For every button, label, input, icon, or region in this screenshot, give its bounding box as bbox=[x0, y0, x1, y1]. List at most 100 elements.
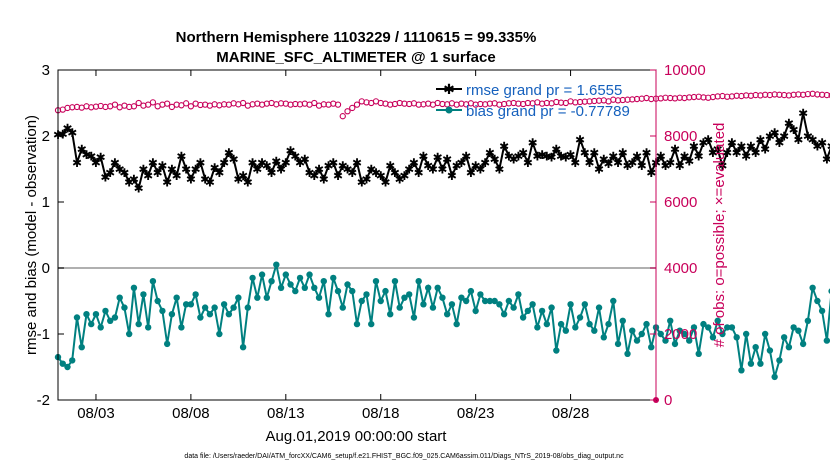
data-point bbox=[273, 261, 280, 268]
data-point: ✱ bbox=[494, 163, 504, 177]
data-point: ✱ bbox=[499, 139, 509, 153]
data-point: ✱ bbox=[736, 139, 746, 153]
data-point: ✱ bbox=[62, 122, 72, 136]
chart-title-line2: MARINE_SFC_ALTIMETER @ 1 surface bbox=[216, 49, 495, 66]
data-point bbox=[292, 287, 299, 295]
data-point: ✱ bbox=[627, 156, 637, 170]
data-point: ✱ bbox=[599, 153, 609, 167]
data-point bbox=[311, 99, 318, 107]
data-point: ✱ bbox=[191, 163, 201, 177]
data-point bbox=[700, 320, 707, 328]
y-axis-label-left: rmse and bias (model - observation) bbox=[23, 115, 40, 355]
data-point: ✱ bbox=[774, 136, 784, 150]
data-point: ✱ bbox=[613, 156, 623, 170]
data-point bbox=[97, 324, 104, 331]
data-point: ✱ bbox=[162, 176, 172, 190]
data-point bbox=[182, 100, 190, 107]
data-point: ✱ bbox=[238, 169, 248, 183]
data-point bbox=[239, 99, 247, 107]
data-point bbox=[349, 104, 356, 112]
data-point bbox=[358, 297, 365, 305]
data-point bbox=[709, 334, 717, 341]
data-point: ✱ bbox=[262, 159, 272, 173]
data-point: ✱ bbox=[105, 166, 115, 180]
chart-title-line1: Northern Hemisphere 1103229 / 1110615 = … bbox=[176, 29, 537, 46]
data-point: ✱ bbox=[91, 156, 101, 170]
data-point bbox=[766, 347, 774, 354]
data-point bbox=[163, 340, 171, 348]
data-point bbox=[633, 337, 641, 344]
data-point: ✱ bbox=[119, 166, 129, 180]
data-point bbox=[448, 301, 456, 308]
y-tick-label-right: 10000 bbox=[664, 62, 706, 79]
data-point: ✱ bbox=[248, 156, 258, 170]
data-point bbox=[244, 304, 252, 311]
data-point bbox=[429, 304, 437, 311]
data-point: ✱ bbox=[741, 149, 751, 163]
data-point: ✱ bbox=[447, 169, 457, 183]
data-point: ✱ bbox=[96, 151, 106, 165]
data-point: ✱ bbox=[660, 159, 670, 173]
data-point bbox=[325, 311, 332, 318]
data-point bbox=[201, 304, 209, 311]
data-point bbox=[681, 330, 688, 338]
data-point: ✱ bbox=[276, 163, 286, 177]
data-point: ✱ bbox=[812, 139, 822, 153]
y-tick-label-left: 3 bbox=[42, 62, 50, 79]
data-point bbox=[467, 287, 475, 295]
data-point bbox=[500, 311, 508, 318]
data-point bbox=[728, 324, 736, 331]
data-point: ✱ bbox=[817, 136, 827, 150]
data-point: ✱ bbox=[300, 153, 310, 167]
data-point: ✱ bbox=[195, 156, 205, 170]
series-2 bbox=[54, 90, 830, 120]
data-point bbox=[761, 330, 769, 338]
data-point bbox=[330, 274, 337, 282]
data-point: ✱ bbox=[390, 166, 400, 180]
data-point: ✱ bbox=[722, 146, 732, 160]
data-point bbox=[140, 291, 147, 298]
data-point: ✱ bbox=[290, 149, 300, 163]
data-point: ✱ bbox=[86, 149, 96, 163]
data-point: ✱ bbox=[570, 156, 580, 170]
data-point bbox=[164, 100, 171, 107]
data-point bbox=[182, 301, 190, 308]
x-tick-label: 08/03 bbox=[77, 405, 115, 422]
data-point bbox=[59, 360, 66, 367]
series-line bbox=[57, 112, 830, 191]
data-point: ✱ bbox=[585, 156, 595, 170]
data-point bbox=[64, 363, 71, 371]
data-point: ✱ bbox=[67, 126, 77, 140]
data-point bbox=[510, 304, 517, 311]
data-point: ✱ bbox=[551, 143, 561, 157]
data-point bbox=[534, 324, 541, 331]
data-point: ✱ bbox=[547, 151, 557, 165]
data-point: ✱ bbox=[138, 163, 148, 177]
data-point: ✱ bbox=[271, 155, 281, 169]
data-point: ✱ bbox=[371, 166, 381, 180]
legend-rmse-label: rmse grand pr = 1.6555 bbox=[466, 82, 622, 99]
data-point: ✱ bbox=[528, 136, 538, 150]
data-point bbox=[562, 327, 570, 334]
data-point bbox=[121, 304, 128, 311]
data-point: ✱ bbox=[789, 123, 799, 137]
data-point bbox=[818, 307, 826, 315]
data-point bbox=[624, 350, 631, 357]
y-tick-label-left: 0 bbox=[42, 260, 50, 277]
data-point bbox=[752, 344, 759, 351]
data-point: ✱ bbox=[205, 176, 215, 190]
data-point: ✱ bbox=[100, 170, 110, 184]
data-point: ✱ bbox=[689, 139, 699, 153]
data-point bbox=[719, 330, 726, 338]
data-point bbox=[311, 284, 318, 291]
data-point bbox=[453, 320, 460, 328]
data-point bbox=[733, 334, 740, 341]
data-point: ✱ bbox=[347, 166, 357, 180]
data-point bbox=[377, 297, 384, 305]
legend-bias-marker bbox=[445, 106, 453, 114]
y-axis-label-right: # of obs: o=possible; ×=evaluated bbox=[711, 123, 728, 348]
series-1 bbox=[54, 261, 830, 381]
data-point bbox=[206, 311, 214, 318]
data-point: ✱ bbox=[684, 155, 694, 169]
data-point bbox=[648, 344, 655, 351]
